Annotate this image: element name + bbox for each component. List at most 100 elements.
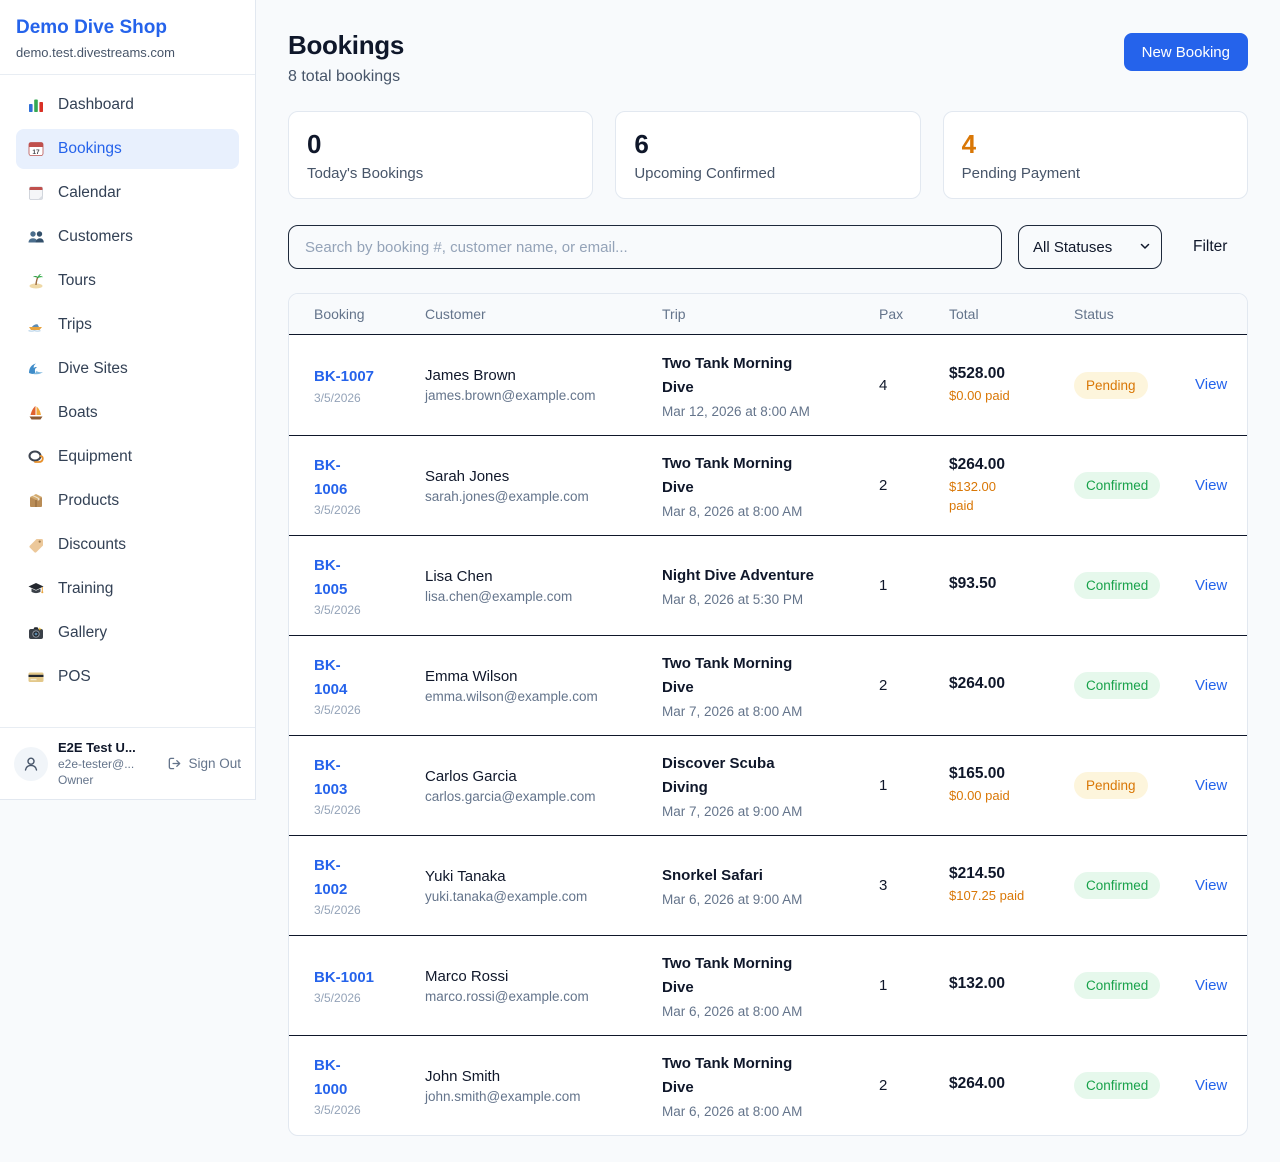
status-select[interactable]: All Statuses <box>1018 225 1162 269</box>
status-select-wrap: All Statuses <box>1018 225 1162 269</box>
table-row: BK- 1004 3/5/2026 Emma Wilson emma.wilson@… <box>289 635 1247 735</box>
trip-date: Mar 6, 2026 at 8:00 AM <box>662 1004 803 1019</box>
sidebar-item-label: Customers <box>58 228 133 245</box>
col-header-total: Total <box>949 306 979 322</box>
bookings-table: Booking Customer Trip Pax Total Status B… <box>288 293 1248 1136</box>
filter-button[interactable]: Filter <box>1193 238 1228 255</box>
stat-value: 6 <box>634 129 649 159</box>
booking-id-link[interactable]: BK- 1005 <box>314 557 348 598</box>
user-role: Owner <box>58 773 94 787</box>
camera-icon <box>26 624 46 642</box>
sidebar-item-products[interactable]: Products <box>16 481 239 521</box>
booking-date: 3/5/2026 <box>314 602 361 617</box>
sidebar-item-trips[interactable]: Trips <box>16 305 239 345</box>
sidebar-item-label: Boats <box>58 404 98 421</box>
status-badge: Confirmed <box>1074 672 1161 699</box>
table-header-row: Booking Customer Trip Pax Total Status <box>289 294 1247 335</box>
sidebar-item-tours[interactable]: Tours <box>16 261 239 301</box>
status-badge: Pending <box>1074 371 1148 399</box>
avatar <box>14 746 48 781</box>
trip-date: Mar 8, 2026 at 8:00 AM <box>662 504 803 519</box>
sidebar-item-dive-sites[interactable]: Dive Sites <box>16 349 239 389</box>
pax-count: 1 <box>879 977 888 994</box>
trip-date: Mar 7, 2026 at 9:00 AM <box>662 804 803 819</box>
total-amount: $214.50 <box>949 865 1006 883</box>
sidebar-item-bookings[interactable]: 17 Bookings <box>16 129 239 169</box>
booking-id-link[interactable]: BK-1007 <box>314 368 375 386</box>
stat-value: 0 <box>307 129 322 159</box>
booking-date: 3/5/2026 <box>314 902 361 917</box>
trip-date: Mar 7, 2026 at 8:00 AM <box>662 704 803 719</box>
view-link[interactable]: View <box>1195 876 1228 894</box>
table-row: BK- 1003 3/5/2026 Carlos Garcia carlos.gar… <box>289 735 1247 835</box>
customer-name: John Smith <box>425 1067 501 1085</box>
customer-email: marco.rossi@example.com <box>425 988 589 1004</box>
brand-domain: demo.test.divestreams.com <box>16 45 175 60</box>
trip-name: Two Tank Morning Dive <box>662 455 793 496</box>
sidebar-item-label: Trips <box>58 316 92 333</box>
user-panel: E2E Test U... e2e-tester@... Owner Sign … <box>0 727 255 799</box>
booking-id-link[interactable]: BK-1001 <box>314 968 375 986</box>
sidebar-nav: Dashboard 17 Bookings Calendar Customers… <box>0 75 255 727</box>
sidebar-item-label: Tours <box>58 272 96 289</box>
total-amount: $528.00 <box>949 364 1006 382</box>
sidebar-item-discounts[interactable]: Discounts <box>16 525 239 565</box>
sidebar-item-customers[interactable]: Customers <box>16 217 239 257</box>
user-email: e2e-tester@... <box>58 757 135 771</box>
total-amount: $132.00 <box>949 974 1006 992</box>
view-link[interactable]: View <box>1195 476 1228 494</box>
col-header-booking: Booking <box>314 306 365 322</box>
table-row: BK-1001 3/5/2026 Marco Rossi marco.rossi@e… <box>289 935 1247 1035</box>
sidebar-item-label: Equipment <box>58 448 133 465</box>
graduation-cap-icon <box>26 580 46 598</box>
booking-date: 3/5/2026 <box>314 991 361 1006</box>
sign-out-button[interactable]: Sign Out <box>167 756 241 771</box>
booking-id-link[interactable]: BK- 1004 <box>314 657 348 698</box>
stat-label: Today's Bookings <box>307 165 424 182</box>
sidebar-item-equipment[interactable]: Equipment <box>16 437 239 477</box>
view-link[interactable]: View <box>1195 576 1228 594</box>
col-header-customer: Customer <box>425 306 486 322</box>
sidebar-item-label: Dashboard <box>58 96 134 113</box>
booking-id-link[interactable]: BK- 1006 <box>314 457 348 498</box>
customer-name: Carlos Garcia <box>425 767 517 785</box>
view-link[interactable]: View <box>1195 976 1228 994</box>
sidebar-item-dashboard[interactable]: Dashboard <box>16 85 239 125</box>
sidebar-item-gallery[interactable]: Gallery <box>16 613 239 653</box>
customer-email: lisa.chen@example.com <box>425 588 573 604</box>
brand-header: Demo Dive Shop demo.test.divestreams.com <box>0 0 255 75</box>
trip-name: Discover Scuba Diving <box>662 755 775 796</box>
booking-id-link[interactable]: BK- 1000 <box>314 1057 348 1098</box>
view-link[interactable]: View <box>1195 776 1228 794</box>
sidebar-item-training[interactable]: Training <box>16 569 239 609</box>
brand-name[interactable]: Demo Dive Shop <box>16 17 167 38</box>
calendar-date-icon: 17 <box>26 140 46 158</box>
page-header: Bookings 8 total bookings New Booking <box>288 30 1248 86</box>
table-row: BK- 1006 3/5/2026 Sarah Jones sarah.jones@… <box>289 435 1247 535</box>
view-link[interactable]: View <box>1195 376 1228 393</box>
new-booking-button[interactable]: New Booking <box>1123 33 1248 71</box>
booking-id-link[interactable]: BK- 1002 <box>314 857 348 898</box>
sidebar-item-label: Bookings <box>58 140 122 157</box>
island-icon <box>26 272 46 290</box>
sign-out-icon <box>169 757 181 770</box>
sidebar-item-calendar[interactable]: Calendar <box>16 173 239 213</box>
pax-count: 3 <box>879 877 888 894</box>
customer-email: yuki.tanaka@example.com <box>425 888 588 904</box>
pax-count: 4 <box>879 376 888 394</box>
user-meta: E2E Test U... e2e-tester@... Owner <box>58 740 157 787</box>
view-link[interactable]: View <box>1195 1076 1228 1094</box>
sidebar-item-boats[interactable]: Boats <box>16 393 239 433</box>
search-input[interactable] <box>288 225 1002 269</box>
trip-name: Night Dive Adventure <box>662 567 814 584</box>
paid-amount: $107.25 paid <box>949 888 1025 904</box>
status-badge: Confirmed <box>1074 972 1161 999</box>
customer-name: James Brown <box>425 367 516 384</box>
view-link[interactable]: View <box>1195 676 1228 694</box>
stat-card-upcoming-confirmed: 6 Upcoming Confirmed <box>615 111 921 199</box>
booking-id-link[interactable]: BK- 1003 <box>314 757 348 798</box>
svg-text:17: 17 <box>32 149 40 156</box>
customer-name: Yuki Tanaka <box>425 867 506 885</box>
status-badge: Confirmed <box>1074 472 1161 499</box>
sidebar-item-pos[interactable]: POS <box>16 657 239 697</box>
